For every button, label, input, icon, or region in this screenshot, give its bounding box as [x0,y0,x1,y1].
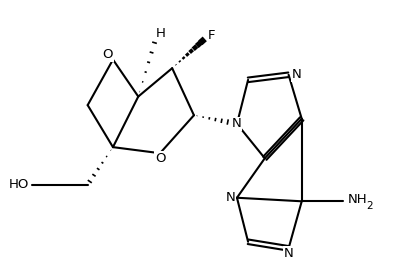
Text: NH: NH [347,193,367,206]
Text: O: O [103,48,113,61]
Text: N: N [284,247,293,260]
Text: F: F [208,29,215,42]
Text: N: N [226,191,236,204]
Text: H: H [156,27,166,40]
Text: N: N [232,117,242,130]
Text: O: O [155,152,165,165]
Text: 2: 2 [367,201,373,211]
Text: N: N [291,68,301,81]
Text: HO: HO [9,178,29,191]
